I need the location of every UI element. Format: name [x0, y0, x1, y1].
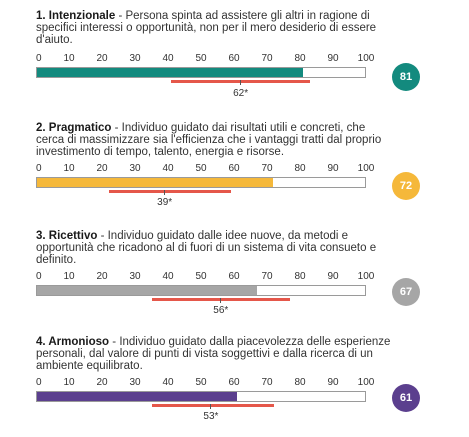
scale-tick-label: 50 — [195, 377, 207, 388]
scale-tick-label: 60 — [228, 271, 240, 282]
scale-tick-label: 0 — [36, 163, 42, 174]
benchmark-range — [108, 190, 231, 193]
scale-tick-label: 40 — [162, 163, 174, 174]
scale-tick-label: 50 — [195, 163, 207, 174]
scale-ticks: 0 10 20 30 40 50 60 70 80 90 100 — [0, 271, 469, 283]
scale-tick-label: 90 — [327, 53, 339, 64]
scale-ticks: 0 10 20 30 40 50 60 70 80 90 100 — [0, 377, 469, 389]
profile-description: 1. Intenzionale - Persona spinta ad assi… — [36, 10, 377, 47]
scale-ticks: 0 10 20 30 40 50 60 70 80 90 100 — [0, 53, 469, 65]
scale-tick-label: 50 — [195, 53, 207, 64]
scale-tick-label: 100 — [357, 377, 375, 388]
score-bar — [36, 177, 366, 188]
profile-pragmatico: 2. Pragmatico - Individuo guidato dai ri… — [0, 122, 469, 222]
scale-tick-label: 30 — [129, 163, 141, 174]
benchmark-marker — [164, 190, 166, 195]
profile-description: 2. Pragmatico - Individuo guidato dai ri… — [36, 122, 382, 159]
score-badge: 72 — [392, 172, 420, 200]
scale-ticks: 0 10 20 30 40 50 60 70 80 90 100 — [0, 163, 469, 175]
scale-tick-label: 0 — [36, 377, 42, 388]
scale-tick-label: 0 — [36, 53, 42, 64]
scale-tick-label: 20 — [96, 163, 108, 174]
scale-tick-label: 80 — [294, 271, 306, 282]
scale-tick-label: 70 — [261, 163, 273, 174]
scale-tick-label: 30 — [129, 271, 141, 282]
score-bar — [36, 391, 366, 402]
scale-tick-label: 80 — [294, 377, 306, 388]
scale-tick-label: 60 — [228, 53, 240, 64]
score-bar — [36, 285, 366, 296]
score-bar-fill — [37, 286, 257, 295]
scale-tick-label: 0 — [36, 271, 42, 282]
scale-tick-label: 60 — [228, 377, 240, 388]
benchmark-marker — [210, 404, 212, 409]
profile-ricettivo: 3. Ricettivo - Individuo guidato dalle i… — [0, 230, 469, 330]
scale-tick-label: 90 — [327, 271, 339, 282]
scale-tick-label: 40 — [162, 271, 174, 282]
scale-tick-label: 100 — [357, 163, 375, 174]
scale-tick-label: 10 — [63, 163, 75, 174]
profile-description: 4. Armonioso - Individuo guidato dalla p… — [36, 336, 391, 373]
scale-tick-label: 90 — [327, 377, 339, 388]
scale-tick-label: 90 — [327, 163, 339, 174]
scale-tick-label: 70 — [261, 53, 273, 64]
scale-tick-label: 20 — [96, 271, 108, 282]
benchmark-label: 39* — [157, 197, 173, 208]
benchmark-range — [151, 404, 274, 407]
scale-tick-label: 100 — [357, 271, 375, 282]
profile-armonioso: 4. Armonioso - Individuo guidato dalla p… — [0, 336, 469, 436]
scale-tick-label: 10 — [63, 377, 75, 388]
benchmark-marker — [240, 80, 242, 85]
benchmark-label: 62* — [233, 88, 249, 99]
score-badge: 67 — [392, 278, 420, 306]
score-badge: 81 — [392, 63, 420, 91]
scale-tick-label: 10 — [63, 53, 75, 64]
score-bar-fill — [37, 68, 303, 77]
profile-title: 2. Pragmatico — [36, 122, 112, 134]
profile-title: 4. Armonioso — [36, 336, 110, 348]
profile-description: 3. Ricettivo - Individuo guidato dalle i… — [36, 230, 377, 267]
scale-tick-label: 80 — [294, 163, 306, 174]
scale-tick-label: 20 — [96, 377, 108, 388]
profile-title: 3. Ricettivo — [36, 230, 98, 242]
scale-tick-label: 30 — [129, 377, 141, 388]
score-bar-fill — [37, 178, 274, 187]
benchmark-label: 56* — [213, 305, 229, 316]
scale-tick-label: 50 — [195, 271, 207, 282]
scale-tick-label: 40 — [162, 377, 174, 388]
scale-tick-label: 60 — [228, 163, 240, 174]
score-bar — [36, 67, 366, 78]
scale-tick-label: 80 — [294, 53, 306, 64]
scale-tick-label: 70 — [261, 271, 273, 282]
score-badge: 61 — [392, 384, 420, 412]
benchmark-label: 53* — [203, 411, 219, 422]
scale-tick-label: 40 — [162, 53, 174, 64]
scale-tick-label: 70 — [261, 377, 273, 388]
scale-tick-label: 20 — [96, 53, 108, 64]
profile-title: 1. Intenzionale — [36, 10, 116, 22]
profile-intenzionale: 1. Intenzionale - Persona spinta ad assi… — [0, 10, 469, 110]
score-bar-fill — [37, 392, 238, 401]
scale-tick-label: 10 — [63, 271, 75, 282]
scale-tick-label: 30 — [129, 53, 141, 64]
benchmark-marker — [220, 298, 222, 303]
scale-tick-label: 100 — [357, 53, 375, 64]
